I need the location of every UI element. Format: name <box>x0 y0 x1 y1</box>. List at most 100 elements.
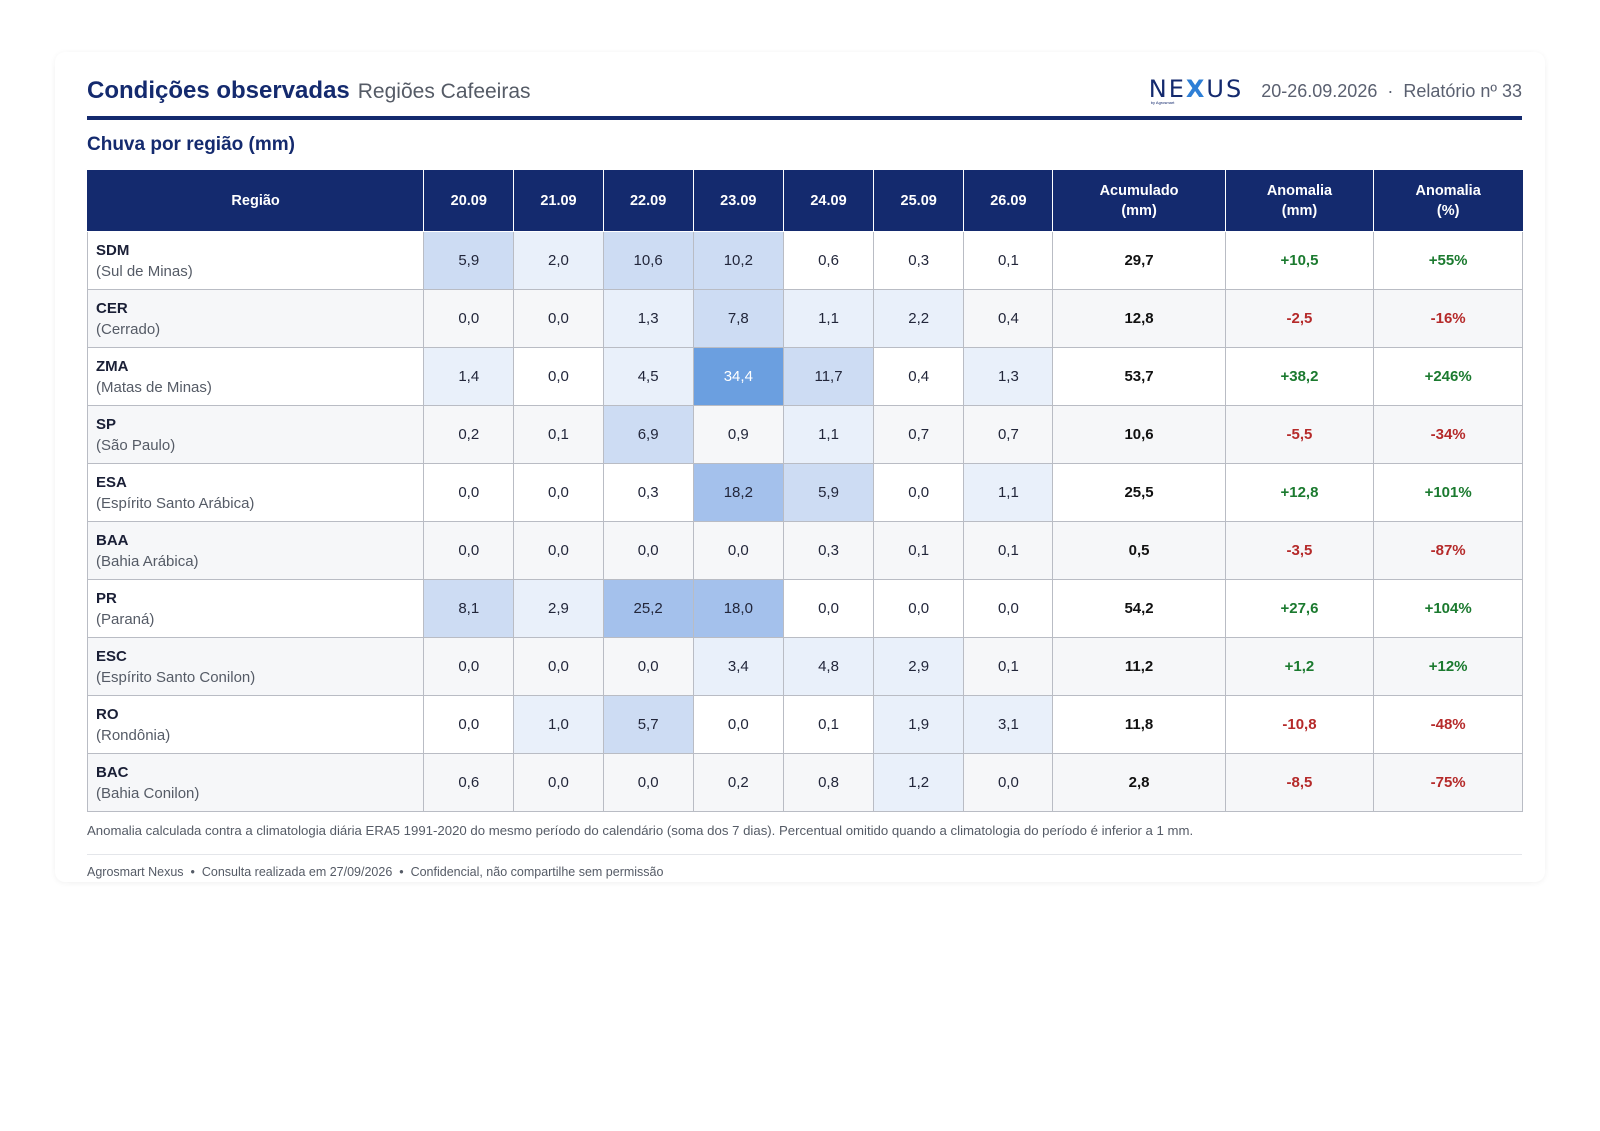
anomaly-pct-cell: +246% <box>1373 347 1523 406</box>
rain-cell: 0,0 <box>513 521 604 580</box>
region-cell: BAC (Bahia Conilon) <box>86 753 425 812</box>
accumulated-cell: 54,2 <box>1052 579 1226 638</box>
region-name: (Bahia Arábica) <box>96 552 199 570</box>
column-header-text: 23.09 <box>720 193 757 209</box>
column-header-text: 25.09 <box>900 193 937 209</box>
rain-cell: 0,0 <box>513 637 604 696</box>
table-row: ZMA (Matas de Minas) 1,4 0,0 4,5 34,4 11,7 0,4 1… <box>86 347 1523 406</box>
accumulated-cell: 11,8 <box>1052 695 1226 754</box>
column-header-text: Anomalia <box>1415 183 1481 199</box>
column-header-text: 26.09 <box>990 193 1027 209</box>
footer-divider <box>87 854 1522 855</box>
rain-cell: 25,2 <box>602 579 694 638</box>
accumulated-cell: 10,6 <box>1052 405 1226 464</box>
rain-cell: 1,0 <box>513 695 604 754</box>
table-row: ESA (Espírito Santo Arábica) 0,0 0,0 0,3 18,2… <box>86 463 1523 522</box>
rain-cell: 0,3 <box>602 463 694 522</box>
page-subtitle: Regiões Cafeeiras <box>357 80 531 103</box>
rain-cell: 5,9 <box>782 463 875 522</box>
rain-cell: 0,0 <box>692 695 784 754</box>
column-header-text: 22.09 <box>629 193 667 209</box>
footer-brand: Agrosmart Nexus <box>87 865 184 879</box>
rain-cell: 0,4 <box>963 289 1054 348</box>
rain-cell: 0,0 <box>692 521 784 580</box>
table-row: SDM (Sul de Minas) 5,9 2,0 10,6 10,2 0,6 0,3 0,1… <box>86 231 1523 290</box>
region-code: CER <box>96 299 128 317</box>
rain-cell: 0,0 <box>423 521 515 580</box>
rain-cell: 18,0 <box>692 579 784 638</box>
anomaly-pct-cell: +55% <box>1373 231 1523 290</box>
rain-cell: 0,3 <box>782 521 875 580</box>
region-name: (Espírito Santo Arábica) <box>96 494 255 512</box>
region-code: SDM <box>96 241 130 259</box>
column-header: 21.09 <box>513 170 604 232</box>
column-header: Região <box>86 170 425 232</box>
rain-cell: 0,1 <box>782 695 875 754</box>
accumulated-cell: 53,7 <box>1052 347 1226 406</box>
nexus-logo: NEXUS by Agrosmart <box>1149 77 1243 105</box>
table-row: BAA (Bahia Arábica) 0,0 0,0 0,0 0,0 0,3 0,1 0,1 0… <box>86 521 1523 580</box>
page-title: Condições observadas Regiões Cafeeiras <box>87 74 531 109</box>
anomaly-mm-cell: -10,8 <box>1224 695 1375 754</box>
rain-cell: 34,4 <box>692 347 784 406</box>
rain-cell: 0,1 <box>963 231 1054 290</box>
column-header-text: (mm) <box>1121 203 1157 219</box>
rain-cell: 0,0 <box>782 579 875 638</box>
column-header: Anomalia (mm) <box>1224 170 1375 232</box>
anomaly-mm-cell: +1,2 <box>1224 637 1375 696</box>
anomaly-pct-cell: +101% <box>1373 463 1523 522</box>
region-cell: CER (Cerrado) <box>86 289 425 348</box>
title-text: Condições observadas <box>87 77 350 104</box>
footer-dot: • <box>399 865 404 879</box>
rain-cell: 1,1 <box>963 463 1054 522</box>
table-row: SP (São Paulo) 0,2 0,1 6,9 0,9 1,1 0,7 0,7 10,6 -5… <box>86 405 1523 464</box>
rain-cell: 0,0 <box>602 637 694 696</box>
rain-cell: 0,0 <box>513 753 604 812</box>
region-name: (Rondônia) <box>96 726 171 744</box>
rain-cell: 5,7 <box>602 695 694 754</box>
rain-cell: 0,1 <box>963 521 1054 580</box>
rain-cell: 2,9 <box>513 579 604 638</box>
column-header: 20.09 <box>423 170 515 232</box>
table-row: PR (Paraná) 8,1 2,9 25,2 18,0 0,0 0,0 0,0 54,2 +27… <box>86 579 1523 638</box>
rain-cell: 0,0 <box>423 289 515 348</box>
region-code: SP <box>96 415 117 433</box>
region-name: (São Paulo) <box>96 436 176 454</box>
rain-cell: 0,0 <box>602 521 694 580</box>
anomaly-pct-cell: +104% <box>1373 579 1523 638</box>
rain-cell: 0,2 <box>692 753 784 812</box>
table-header-row: Região 20.09 21.09 22.09 23.09 24.09 25.09 26.0… <box>86 170 1523 232</box>
date-range: 20-26.09.2026 <box>1261 80 1378 101</box>
report-number: Relatório nº 33 <box>1403 80 1522 101</box>
rain-cell: 8,1 <box>423 579 515 638</box>
column-header-text: 21.09 <box>540 193 577 209</box>
table-body: SDM (Sul de Minas) 5,9 2,0 10,6 10,2 0,6 0,3 0,1… <box>86 231 1523 812</box>
rain-cell: 0,0 <box>513 463 604 522</box>
anomaly-pct-cell: -87% <box>1373 521 1523 580</box>
rain-cell: 0,0 <box>963 579 1054 638</box>
region-cell: RO (Rondônia) <box>86 695 425 754</box>
report-content: Condições observadas Regiões Cafeeiras NE… <box>86 74 1523 881</box>
rainfall-table: Região 20.09 21.09 22.09 23.09 24.09 25.09 26.0… <box>86 170 1523 812</box>
anomaly-pct-cell: -16% <box>1373 289 1523 348</box>
footer-confidential: Confidencial, não compartilhe sem permis… <box>410 865 664 879</box>
rain-cell: 0,6 <box>782 231 875 290</box>
region-code: ESA <box>96 473 127 491</box>
column-header: 23.09 <box>692 170 784 232</box>
column-header: 22.09 <box>602 170 694 232</box>
rain-cell: 1,1 <box>782 289 875 348</box>
anomaly-mm-cell: -2,5 <box>1224 289 1375 348</box>
anomaly-pct-cell: -75% <box>1373 753 1523 812</box>
rain-cell: 0,1 <box>513 405 604 464</box>
rain-cell: 4,5 <box>602 347 694 406</box>
rain-cell: 1,1 <box>782 405 875 464</box>
rain-cell: 10,6 <box>602 231 694 290</box>
rain-cell: 0,0 <box>873 463 965 522</box>
table-row: CER (Cerrado) 0,0 0,0 1,3 7,8 1,1 2,2 0,4 12,8 -2,… <box>86 289 1523 348</box>
column-header-text: Região <box>231 193 280 209</box>
region-cell: BAA (Bahia Arábica) <box>86 521 425 580</box>
rain-cell: 7,8 <box>692 289 784 348</box>
region-name: (Matas de Minas) <box>96 378 212 396</box>
column-header-text: Acumulado <box>1099 183 1179 199</box>
accumulated-cell: 12,8 <box>1052 289 1226 348</box>
